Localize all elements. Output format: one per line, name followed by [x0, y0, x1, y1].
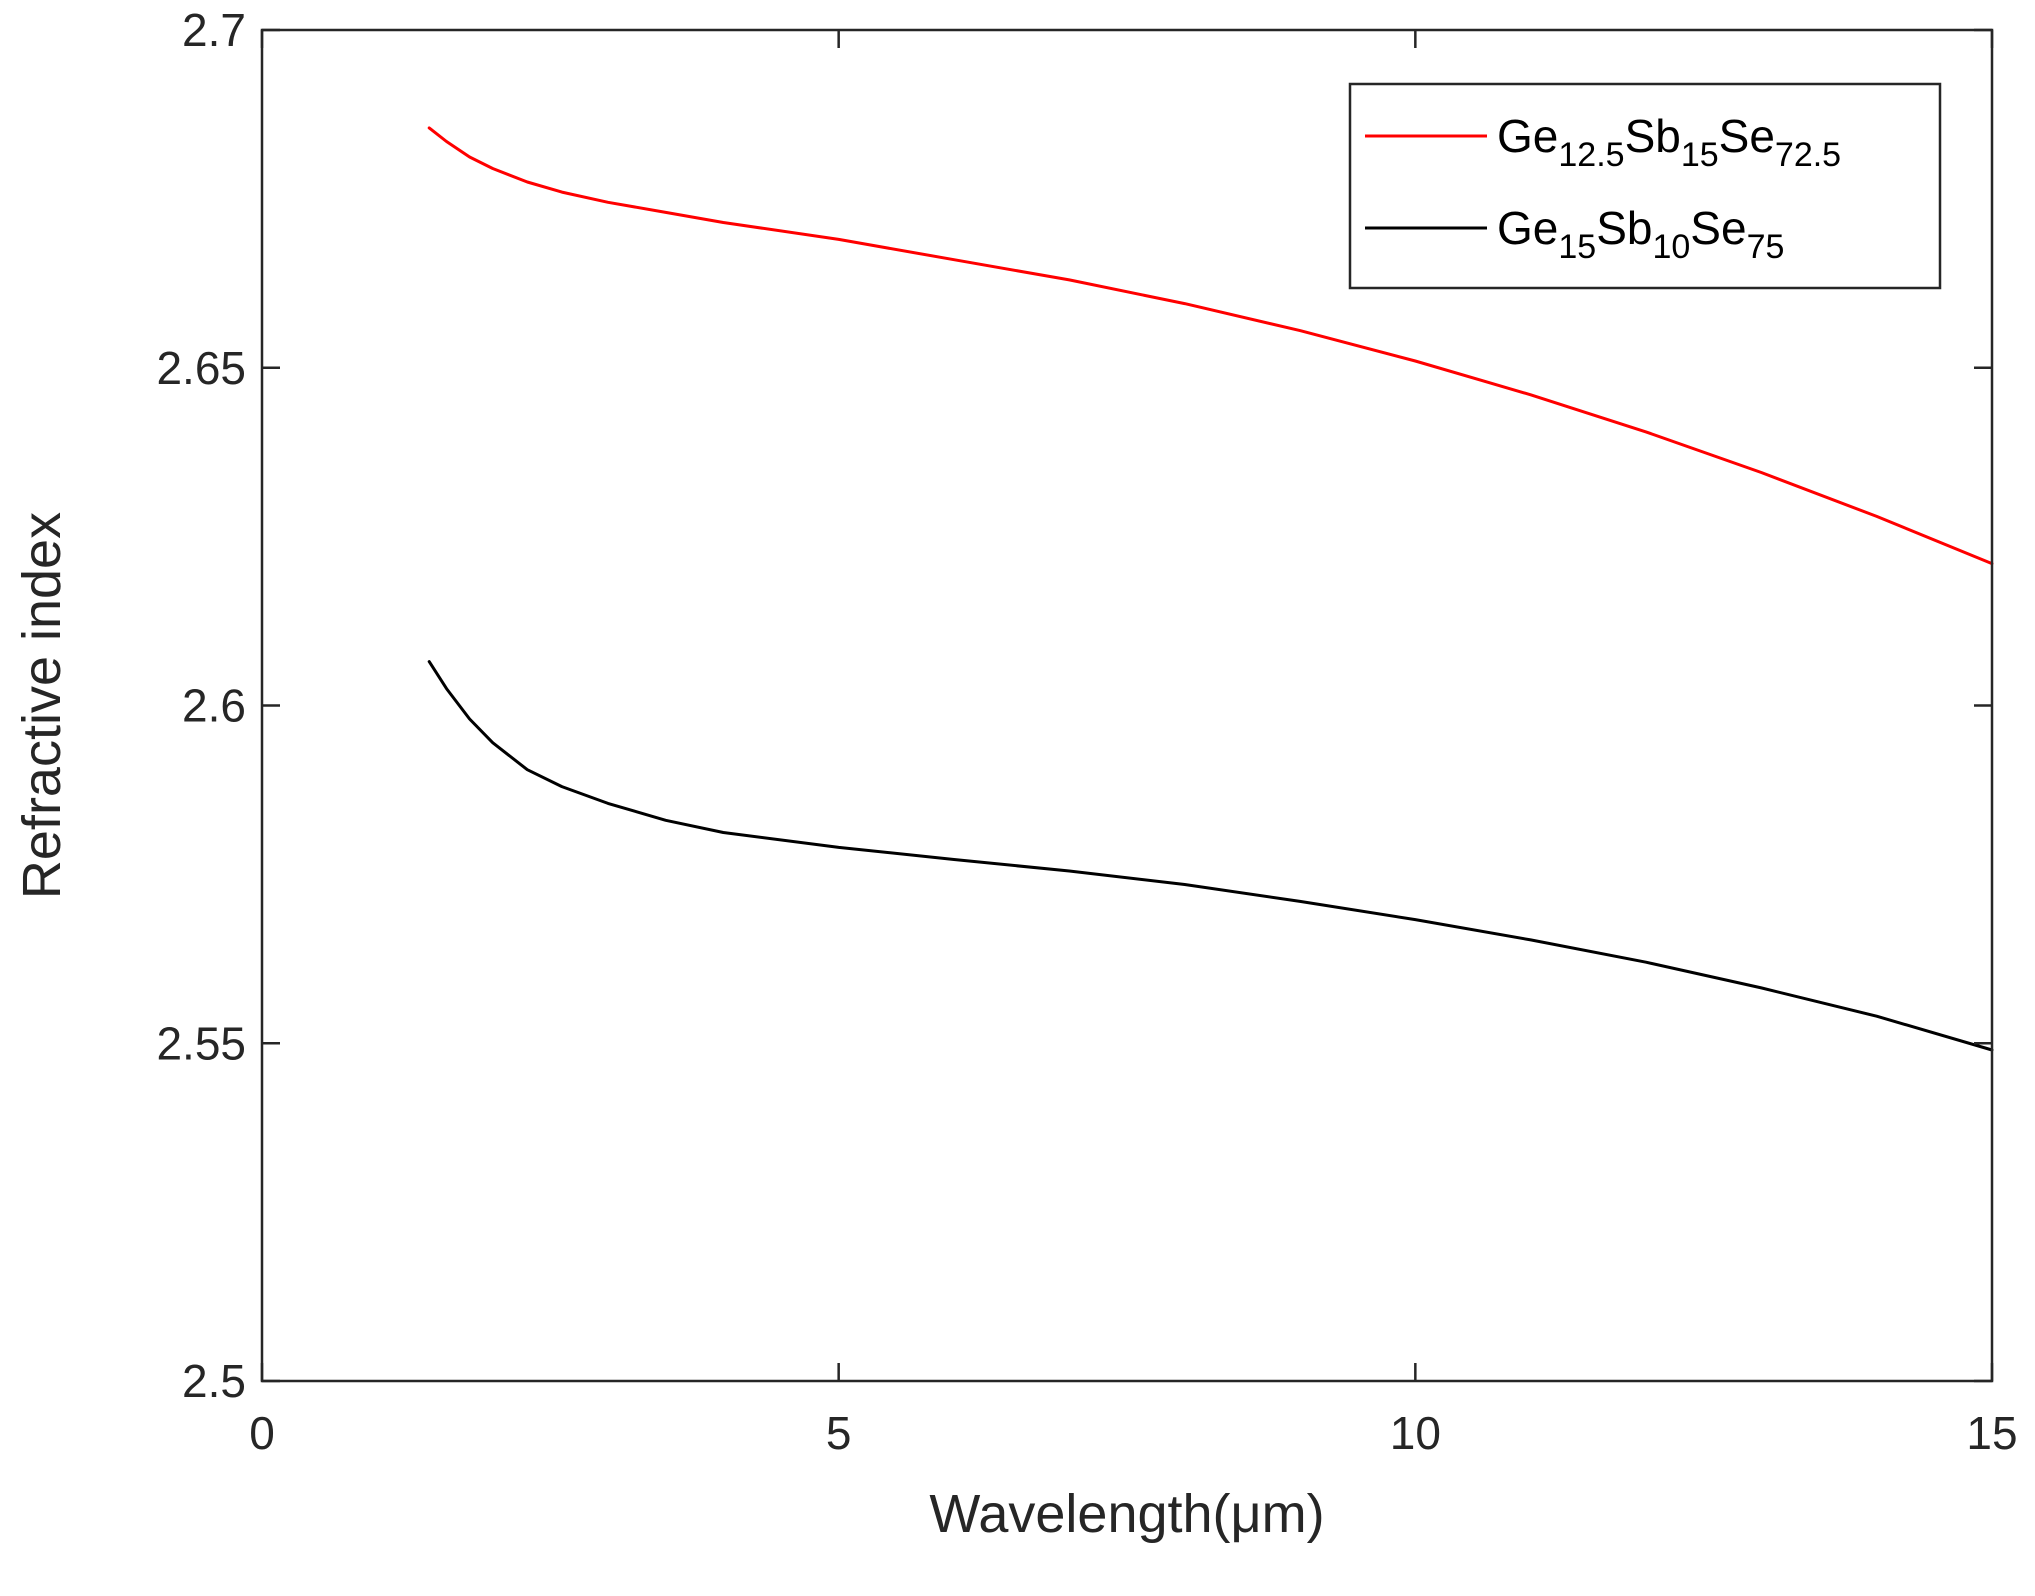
y-tick-label: 2.65: [156, 342, 246, 394]
y-tick-label: 2.6: [182, 680, 246, 732]
y-axis-label: Refractive index: [12, 512, 72, 899]
legend-subscript: 72.5: [1775, 136, 1841, 174]
y-tick-label: 2.55: [156, 1017, 246, 1069]
legend-subscript: 10: [1652, 228, 1690, 266]
legend-symbol: Ge: [1497, 110, 1558, 162]
x-axis-label: Wavelength(μm): [929, 1484, 1324, 1544]
series-layer: [427, 126, 1994, 1052]
legend-entry-label: Ge12.5Sb15Se72.5: [1497, 110, 1841, 174]
legend-symbol: Se: [1690, 202, 1746, 254]
legend-entry-label: Ge15Sb10Se75: [1497, 202, 1784, 266]
x-tick-label: 5: [826, 1407, 852, 1459]
series-line-1: [427, 126, 1994, 566]
legend-subscript: 15: [1558, 228, 1596, 266]
x-tick-label: 10: [1390, 1407, 1441, 1459]
legend-subscript: 75: [1747, 228, 1785, 266]
legend-symbol: Ge: [1497, 202, 1558, 254]
legend-subscript: 12.5: [1558, 136, 1624, 174]
tick-layer: 0 5 10 15 2.5 2.55 2.6 2.65 2.7: [156, 4, 2017, 1459]
y-tick-label: 2.5: [182, 1355, 246, 1407]
series-line-2: [427, 660, 1994, 1052]
y-tick-label: 2.7: [182, 4, 246, 56]
x-tick-label: 0: [249, 1407, 275, 1459]
legend-symbol: Sb: [1596, 202, 1652, 254]
x-tick-label: 15: [1966, 1407, 2017, 1459]
legend-box: [1348, 82, 1942, 290]
legend-symbol: Se: [1719, 110, 1775, 162]
legend-subscript: 15: [1681, 136, 1719, 174]
legend-symbol: Sb: [1625, 110, 1681, 162]
